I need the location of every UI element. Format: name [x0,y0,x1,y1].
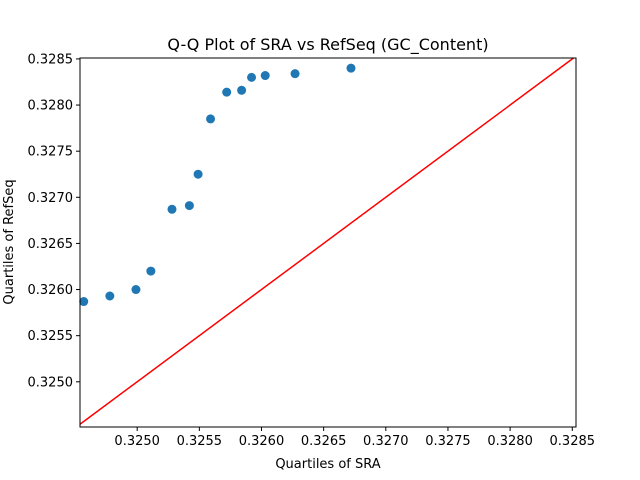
y-tick-label: 0.3275 [28,145,74,160]
x-tick-label: 0.3270 [363,434,409,449]
scatter-point [105,291,115,301]
y-tick-label: 0.3270 [28,191,74,206]
scatter-point [260,71,270,81]
scatter-point [167,204,177,214]
x-axis-ticks: 0.3250 0.3255 0.3260 0.3265 0.3270 0.3275 0.32… [114,427,595,449]
x-axis-label: Quartiles of SRA [275,457,380,472]
y-axis-ticks: 0.3250 0.3255 0.3260 0.3265 0.3270 0.3275 0.32… [28,52,80,390]
y-tick-label: 0.3260 [28,283,74,298]
x-tick-label: 0.3280 [487,434,533,449]
plot-frame [79,57,577,428]
scatter-point [146,266,156,276]
x-tick-label: 0.3275 [425,434,471,449]
scatter-point [346,63,356,73]
x-tick-label: 0.3285 [550,434,596,449]
x-tick-label: 0.3255 [177,434,223,449]
reference-line-layer [79,57,574,425]
y-tick-label: 0.3280 [28,99,74,114]
scatter-point [237,85,247,95]
scatter-point [206,114,216,124]
x-tick-label: 0.3260 [239,434,285,449]
scatter-point [131,285,141,295]
scatter-point [79,297,89,307]
y-tick-label: 0.3285 [28,52,74,67]
y-tick-label: 0.3265 [28,237,74,252]
x-tick-label: 0.3265 [301,434,347,449]
chart-title: Q-Q Plot of SRA vs RefSeq (GC_Content) [167,35,488,55]
scatter-points-layer [79,63,356,307]
reference-line [79,57,574,425]
scatter-point [193,169,203,179]
y-tick-label: 0.3255 [28,329,74,344]
plot-area [80,58,576,427]
scatter-point [290,69,300,79]
y-axis-label: Quartiles of RefSeq [2,179,17,304]
x-tick-label: 0.3250 [114,434,160,449]
scatter-point [184,201,194,211]
scatter-point [222,87,232,97]
y-tick-label: 0.3250 [28,375,74,390]
scatter-point [247,72,257,82]
